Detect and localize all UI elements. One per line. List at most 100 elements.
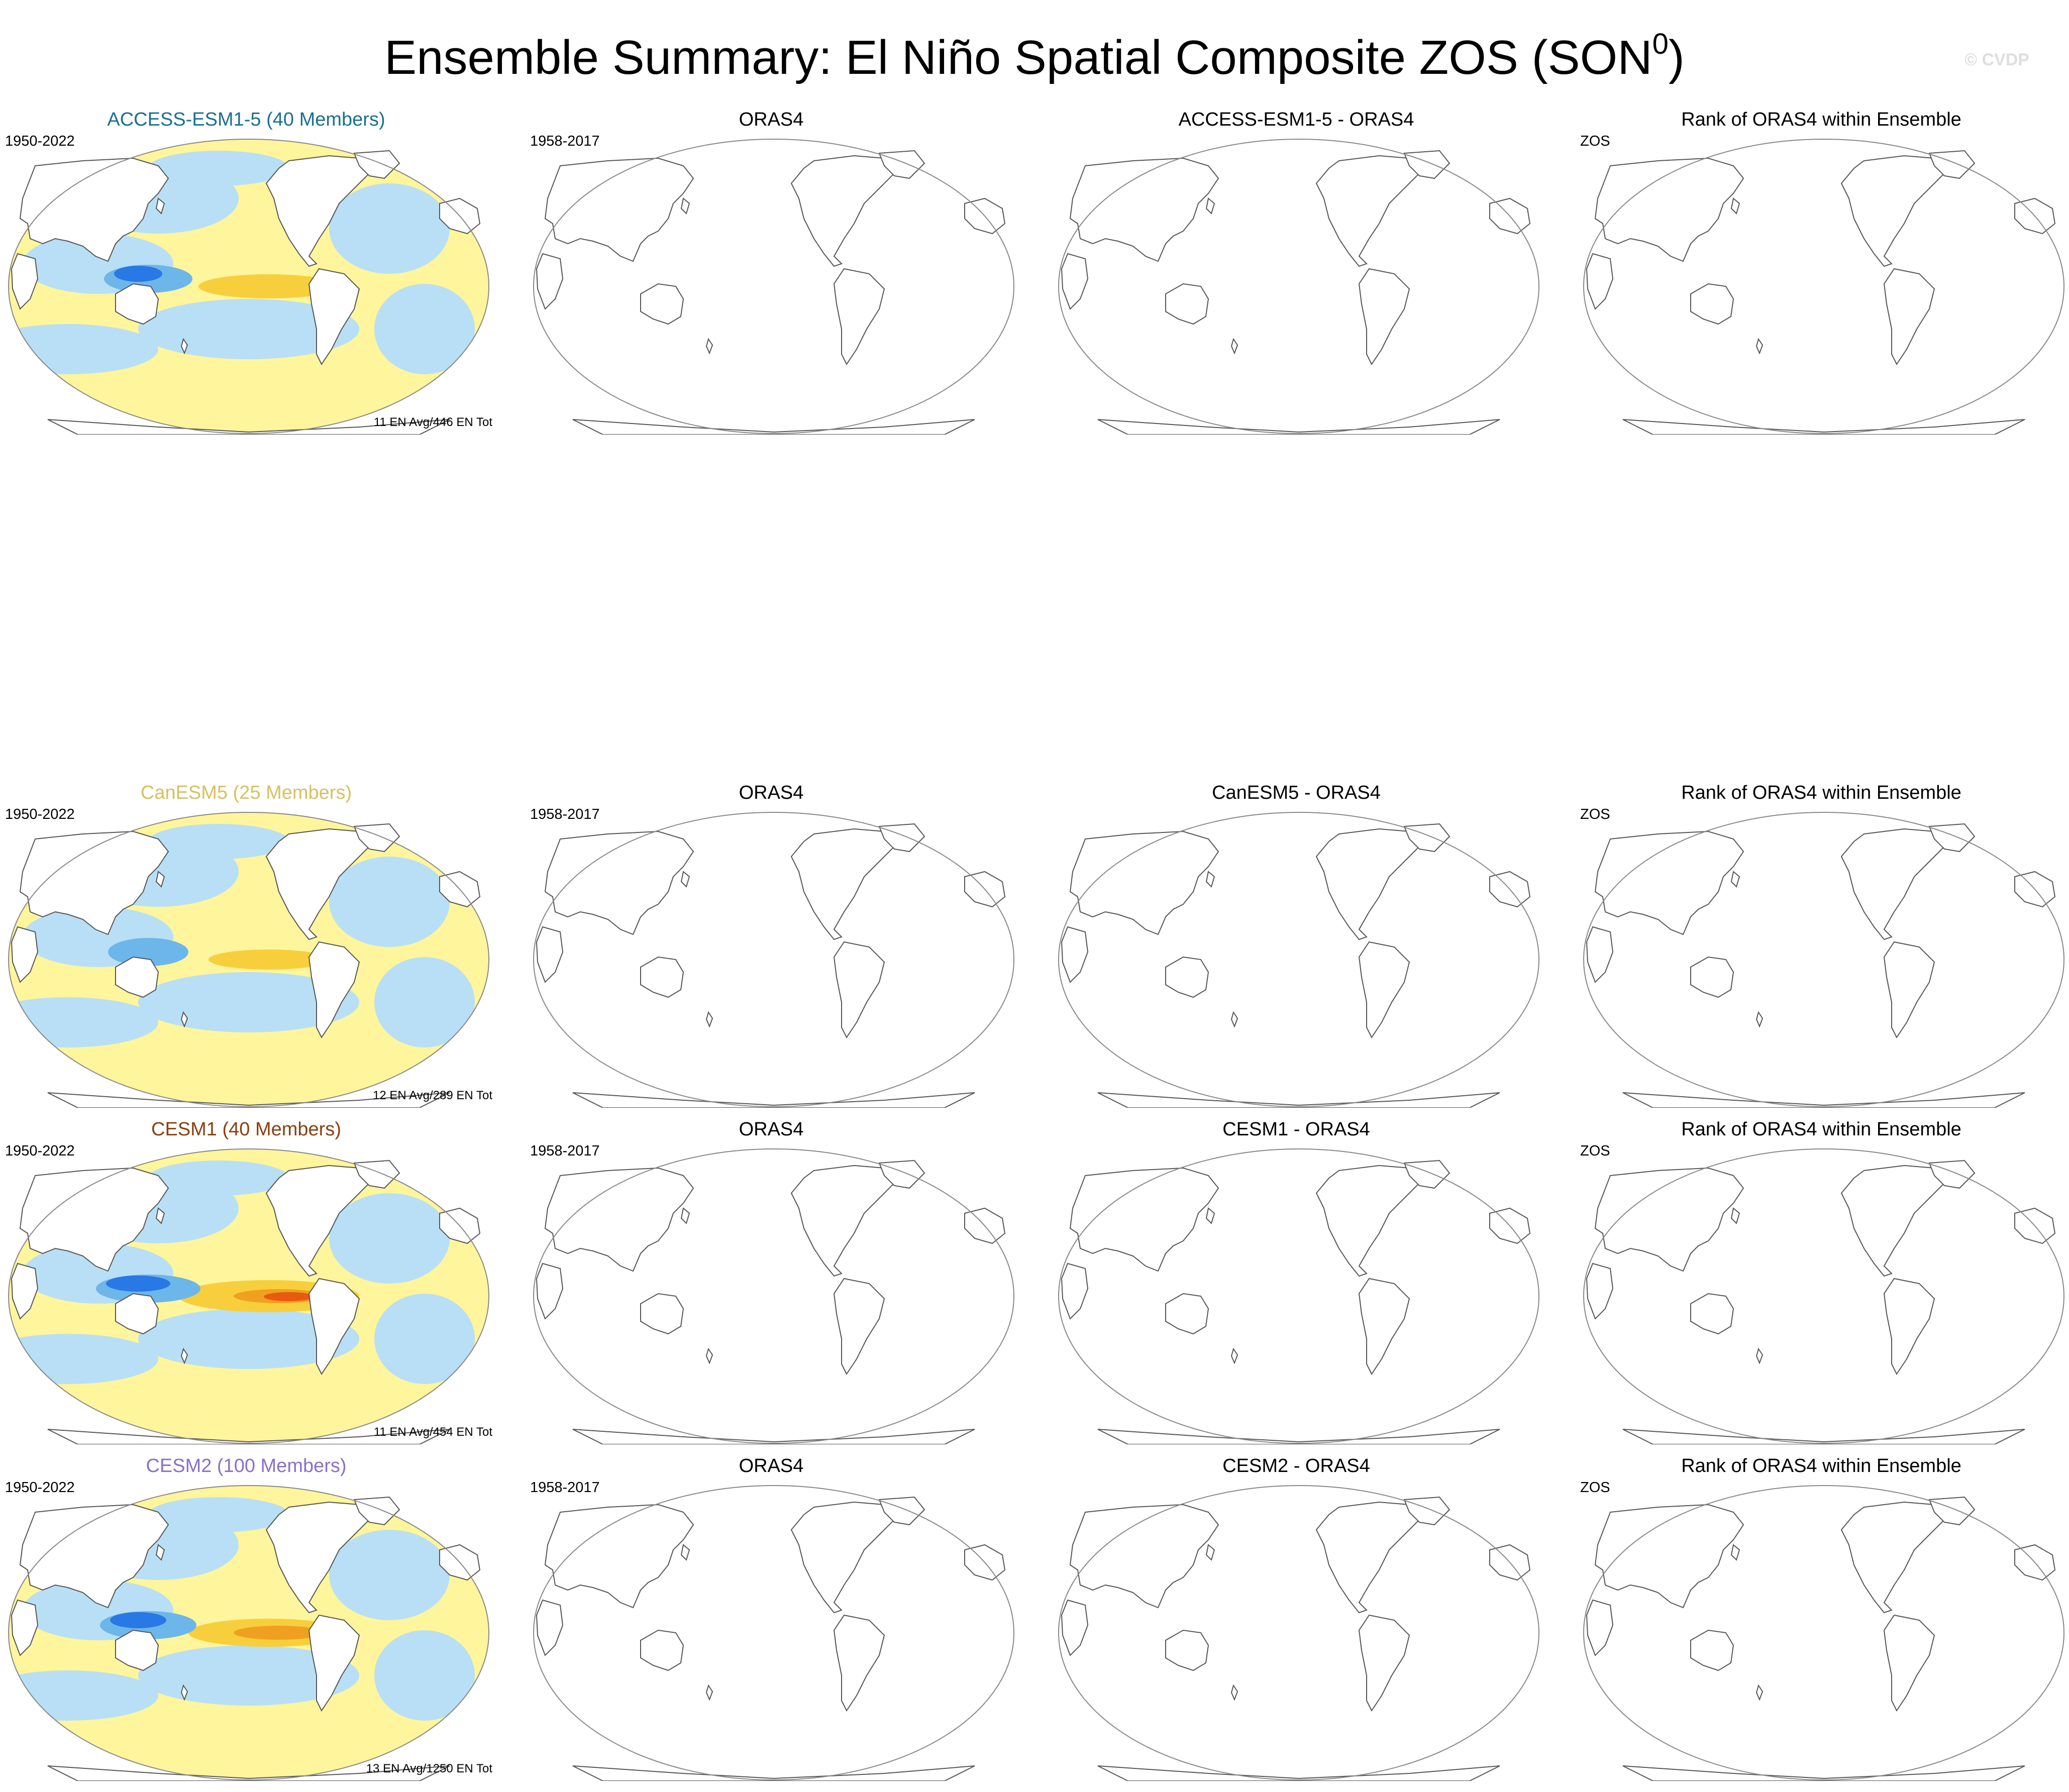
coastline-australia — [1165, 1293, 1209, 1335]
coastline-japan — [680, 1207, 690, 1224]
coastline-africa — [1061, 253, 1089, 310]
variable-label: ZOS — [1580, 133, 1610, 149]
obs-map — [533, 139, 1014, 435]
coastline-africa — [1061, 1599, 1089, 1656]
event-count-label: 13 EN Avg/1250 EN Tot — [366, 1762, 492, 1775]
figure-title: Ensemble Summary: El Niño Spatial Compos… — [0, 14, 2069, 88]
period-label: 1958-2017 — [530, 1143, 600, 1159]
map-border — [1583, 139, 2064, 434]
diff-panel: CanESM5 - ORAS4 — [1050, 781, 1542, 1108]
coastline-australia — [640, 956, 684, 998]
period-label: 1950-2022 — [5, 133, 75, 149]
coastline-antarctica — [1622, 1765, 2025, 1781]
coastline-group — [536, 1159, 1006, 1444]
map-border — [1058, 1148, 1539, 1444]
coastline-newzealand — [1230, 1684, 1238, 1701]
coastline-australia — [1690, 1629, 1734, 1671]
negative-anomaly-patch — [138, 1645, 359, 1706]
map-border — [1583, 1485, 2064, 1780]
rank-panel-title: Rank of ORAS4 within Ensemble — [1681, 109, 1961, 130]
negative-anomaly-patch — [138, 299, 359, 359]
negative-anomaly-patch — [138, 972, 359, 1032]
negative-anomaly-patch — [374, 1630, 475, 1721]
obs-map — [533, 1148, 1014, 1444]
negative-anomaly-patch — [329, 183, 450, 274]
coastline-japan — [155, 197, 165, 215]
coastline-asia — [19, 830, 169, 935]
map-border — [1058, 139, 1539, 434]
coastline-group — [1586, 1159, 2056, 1444]
rank-panel: Rank of ORAS4 within Ensemble ZOS — [1575, 781, 2067, 1108]
coastline-antarctica — [1097, 1092, 1500, 1108]
coastline-asia — [1069, 1167, 1219, 1272]
coastline-southamerica — [1883, 1614, 1935, 1712]
map-border — [8, 139, 489, 434]
coastline-japan — [1730, 1207, 1740, 1224]
negative-anomaly-patch — [374, 1294, 475, 1384]
coastline-antarctica — [572, 1092, 975, 1108]
coastline-asia — [19, 157, 169, 262]
coastline-australia — [640, 1293, 684, 1335]
map-border — [1058, 812, 1539, 1107]
coastline-africa — [11, 1262, 39, 1320]
coastline-southamerica — [308, 268, 360, 365]
coastline-group — [536, 823, 1006, 1108]
diff-panel: CESM1 - ORAS4 — [1050, 1118, 1542, 1444]
obs-map — [533, 812, 1014, 1108]
variable-label: ZOS — [1580, 806, 1610, 822]
coastline-africa — [11, 926, 39, 983]
map-border — [533, 1485, 1014, 1780]
rank-panel-title: Rank of ORAS4 within Ensemble — [1681, 1455, 1961, 1477]
map-border — [8, 1148, 489, 1444]
period-label: 1958-2017 — [530, 1480, 600, 1496]
period-label: 1950-2022 — [5, 1480, 75, 1496]
rank-panel: Rank of ORAS4 within Ensemble ZOS — [1575, 1454, 2067, 1781]
map-border — [8, 1485, 489, 1780]
variable-label: ZOS — [1580, 1480, 1610, 1496]
rank-panel: Rank of ORAS4 within Ensemble ZOS — [1575, 108, 2067, 435]
coastline-japan — [1730, 871, 1740, 888]
coastline-asia — [544, 1504, 694, 1609]
coastline-africa — [1061, 1262, 1089, 1320]
coastline-antarctica — [1622, 419, 2025, 435]
coastline-antarctica — [47, 419, 450, 435]
diff-map — [1058, 139, 1539, 435]
coastline-newzealand — [1755, 1011, 1764, 1028]
figure-title-close: ) — [1668, 31, 1685, 84]
period-label: 1958-2017 — [530, 806, 600, 822]
coastline-newzealand — [705, 1011, 713, 1028]
coastline-asia — [19, 1167, 169, 1272]
zos-field — [9, 1149, 489, 1443]
model-map — [8, 1148, 489, 1444]
coastline-australia — [1165, 1629, 1209, 1671]
coastline-southamerica — [1883, 268, 1935, 365]
coastline-southamerica — [833, 941, 885, 1038]
diff-panel-title: CESM2 - ORAS4 — [1222, 1455, 1370, 1477]
coastline-australia — [115, 956, 159, 998]
coastline-northamerica — [1315, 155, 1420, 267]
coastline-japan — [1205, 1544, 1215, 1561]
coastline-southamerica — [1358, 1278, 1410, 1375]
coastline-africa — [11, 1599, 39, 1656]
figure-title-text: Ensemble Summary: El Niño Spatial Compos… — [384, 31, 1652, 84]
event-count-label: 11 EN Avg/446 EN Tot — [373, 415, 492, 429]
coastline-australia — [640, 283, 684, 325]
negative-anomaly-patch — [138, 1309, 359, 1369]
rank-panel: Rank of ORAS4 within Ensemble ZOS — [1575, 1118, 2067, 1444]
coastline-asia — [544, 1167, 694, 1272]
model-panel: ACCESS-ESM1-5 (40 Members) 1950-2022 11 EN… — [0, 108, 492, 435]
coastline-australia — [1690, 956, 1734, 998]
coastline-northamerica — [1840, 828, 1945, 940]
coastline-northamerica — [1840, 1501, 1945, 1614]
rank-map — [1583, 812, 2064, 1108]
diff-map — [1058, 812, 1539, 1108]
period-label: 1950-2022 — [5, 806, 75, 822]
coastline-australia — [1690, 1293, 1734, 1335]
west-pacific-cool-core — [114, 266, 162, 282]
coastline-antarctica — [47, 1765, 450, 1781]
model-panel: CESM1 (40 Members) 1950-2022 11 EN Avg/454… — [0, 1118, 492, 1444]
obs-panel-title: ORAS4 — [739, 109, 804, 130]
model-panel-title: CESM2 (100 Members) — [146, 1455, 347, 1477]
cvdp-watermark: © CVDP — [1964, 50, 2029, 69]
diff-panel: CESM2 - ORAS4 — [1050, 1454, 1542, 1781]
